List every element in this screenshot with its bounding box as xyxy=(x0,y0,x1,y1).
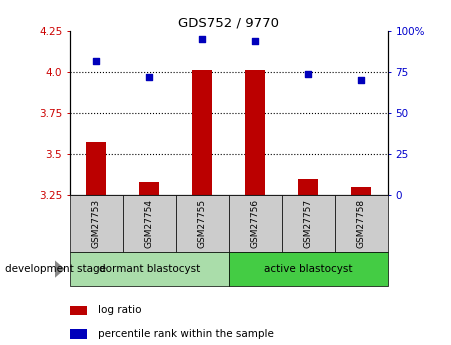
Text: GSM27753: GSM27753 xyxy=(92,199,101,248)
Text: GSM27756: GSM27756 xyxy=(251,199,260,248)
FancyBboxPatch shape xyxy=(176,195,229,252)
Point xyxy=(358,78,365,83)
Point xyxy=(252,38,259,44)
Text: GSM27758: GSM27758 xyxy=(357,199,366,248)
Bar xyxy=(245,70,266,195)
Bar xyxy=(70,306,87,315)
Point xyxy=(93,58,100,63)
Bar xyxy=(70,329,87,339)
FancyBboxPatch shape xyxy=(282,195,335,252)
FancyBboxPatch shape xyxy=(70,252,229,286)
Text: GSM27754: GSM27754 xyxy=(145,199,154,248)
Point xyxy=(146,74,153,80)
FancyBboxPatch shape xyxy=(229,195,282,252)
Text: development stage: development stage xyxy=(5,264,106,274)
Bar xyxy=(351,187,372,195)
Text: log ratio: log ratio xyxy=(98,305,142,315)
Polygon shape xyxy=(55,260,65,278)
FancyBboxPatch shape xyxy=(70,195,123,252)
FancyBboxPatch shape xyxy=(229,252,388,286)
Text: GSM27755: GSM27755 xyxy=(198,199,207,248)
Bar xyxy=(139,182,160,195)
Text: GSM27757: GSM27757 xyxy=(304,199,313,248)
Text: percentile rank within the sample: percentile rank within the sample xyxy=(98,329,274,339)
Point xyxy=(199,37,206,42)
Text: active blastocyst: active blastocyst xyxy=(264,264,353,274)
Text: dormant blastocyst: dormant blastocyst xyxy=(99,264,200,274)
FancyBboxPatch shape xyxy=(335,195,388,252)
Bar xyxy=(192,70,212,195)
Title: GDS752 / 9770: GDS752 / 9770 xyxy=(179,17,279,30)
FancyBboxPatch shape xyxy=(123,195,176,252)
Bar xyxy=(298,179,318,195)
Point xyxy=(305,71,312,77)
Bar xyxy=(86,142,106,195)
